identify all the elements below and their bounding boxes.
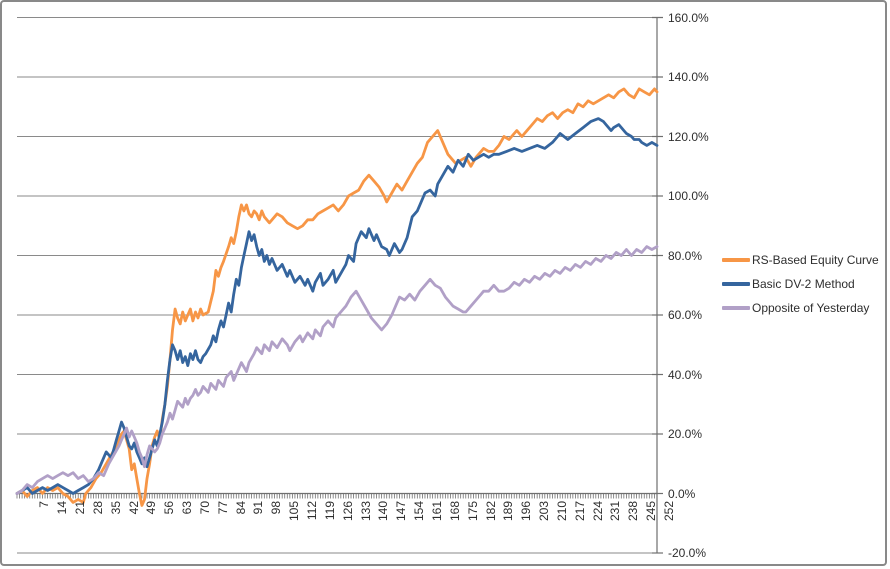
x-axis-tick-label: 91 [251,501,266,515]
x-axis-tick-label: 224 [590,501,605,522]
x-axis-tick-label: 231 [608,501,623,522]
x-axis-tick-label: 14 [55,501,70,515]
x-axis-tick-label: 70 [197,501,212,515]
x-axis-tick-label: 161 [429,501,444,522]
x-axis-tick-label: 105 [287,501,302,522]
legend-label: Basic DV-2 Method [752,277,855,291]
x-axis-tick-label: 49 [144,501,159,515]
y-axis-tick-label: 20.0% [668,427,703,441]
x-axis-tick-label: 217 [572,501,587,522]
x-axis-tick-label: 98 [269,501,284,515]
x-axis-tick-label: 154 [412,501,427,522]
x-axis-tick-label: 21 [72,501,87,515]
legend-line-swatch-purple [722,306,750,310]
x-axis-tick-label: 126 [340,501,355,522]
x-axis-tick-label: 28 [90,501,105,515]
y-axis-tick-label: 120.0% [668,129,709,144]
legend-line-swatch-blue [722,282,750,286]
y-axis-tick-label: 80.0% [668,248,703,263]
x-axis-tick-label: 42 [126,501,141,515]
x-axis-tick-label: 147 [394,501,409,522]
x-axis-tick-label: 84 [233,501,248,515]
legend-label: RS-Based Equity Curve [752,253,879,267]
x-axis-tick-label: 63 [180,501,195,515]
legend-item-rs-based-equity-curve: RS-Based Equity Curve [722,248,879,272]
x-axis-tick-label: 210 [554,501,569,522]
x-axis-tick-label: 238 [626,501,641,522]
y-axis-tick-label: 160.0% [668,10,709,25]
x-axis-tick-label: 119 [322,501,337,521]
y-axis-tick-label: 60.0% [668,308,703,322]
legend-item-opposite-of-yesterday: Opposite of Yesterday [722,296,879,320]
legend-label: Opposite of Yesterday [752,301,870,315]
x-axis-tick-label: 245 [644,501,659,522]
y-axis-tick-label: 140.0% [668,70,709,84]
series-line-basic-dv-2-method [15,117,659,495]
x-axis-tick-label: 35 [108,501,123,515]
y-axis-tick-label: 0.0% [668,486,696,501]
y-axis-tick-label: 100.0% [668,189,709,203]
x-axis-tick-label: 112 [305,501,320,521]
y-axis-tick-label: 40.0% [668,367,703,382]
x-axis-tick-label: 133 [358,501,373,522]
legend-item-basic-dv2-method: Basic DV-2 Method [722,272,879,296]
x-axis-tick-label: 252 [662,501,676,522]
series-line-rs-based-equity-curve [15,87,659,507]
legend-line-swatch-orange [722,258,750,262]
series-line-opposite-of-yesterday [15,245,659,495]
x-axis-tick-label: 140 [376,501,391,522]
x-axis-tick-label: 77 [215,501,230,515]
x-axis-tick-label: 189 [501,501,516,522]
x-axis-tick-label: 196 [519,501,534,522]
x-axis-tick-label: 182 [483,501,498,522]
x-axis-tick-label: 175 [465,501,480,522]
x-axis-tick-label: 168 [447,501,462,522]
legend: RS-Based Equity Curve Basic DV-2 Method … [722,248,879,320]
y-axis-tick-label: -20.0% [668,546,707,560]
x-axis-tick-label: 56 [162,501,177,515]
x-axis-tick-label: 203 [537,501,552,522]
x-axis-tick-label: 7 [37,501,52,508]
